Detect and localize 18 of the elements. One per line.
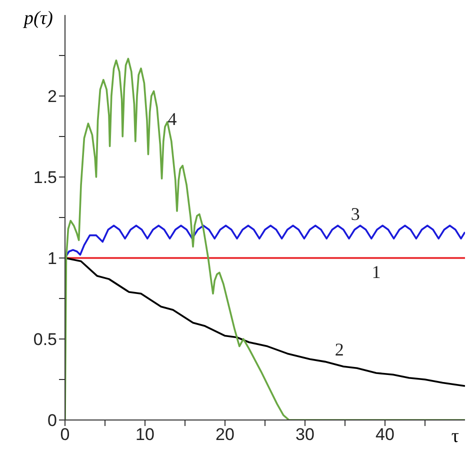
y-tick-label: 1.5 <box>33 168 57 188</box>
x-tick-label: 40 <box>376 425 394 444</box>
x-tick-label: 0 <box>60 425 70 444</box>
y-tick-label: 1 <box>48 249 57 268</box>
y-tick-label: 2 <box>48 87 57 106</box>
x-tick-label: 30 <box>296 425 314 444</box>
series-label: 4 <box>168 109 177 130</box>
series-label: 1 <box>372 262 381 282</box>
line-series <box>65 257 465 387</box>
x-tick-label: 20 <box>216 425 234 444</box>
y-tick-label: 0.5 <box>33 330 57 350</box>
y-axis-title: p(τ) <box>24 8 53 29</box>
y-tick-label: 0 <box>48 411 57 430</box>
series-label: 2 <box>334 339 344 360</box>
x-tick-label: 10 <box>136 425 154 444</box>
series-label: 3 <box>350 204 360 224</box>
line-series <box>65 224 465 259</box>
x-axis-title: τ <box>451 426 459 448</box>
